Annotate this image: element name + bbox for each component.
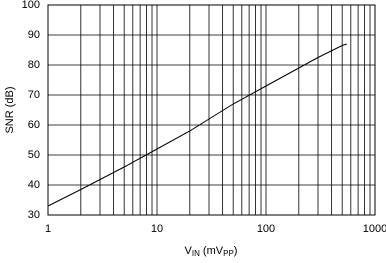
y-tick-label: 50	[28, 149, 40, 161]
y-tick-label: 90	[28, 29, 40, 41]
x-label-part: V	[185, 245, 193, 257]
y-tick-label: 80	[28, 59, 40, 71]
x-tick-label: 100	[257, 223, 275, 235]
x-tick-label: 10	[151, 223, 163, 235]
x-label-subscript: PP	[223, 249, 234, 258]
x-label-part: )	[234, 245, 238, 257]
y-tick-label: 30	[28, 209, 40, 221]
y-tick-label: 70	[28, 89, 40, 101]
y-axis-label: SNR (dB)	[4, 86, 16, 133]
x-axis-label: VIN (mVPP)	[185, 245, 238, 258]
plot-frame	[47, 4, 376, 216]
x-label-subscript: IN	[192, 249, 200, 258]
y-tick-label: 60	[28, 119, 40, 131]
x-tick-label: 1	[45, 223, 51, 235]
data-line	[47, 43, 347, 207]
x-tick-label: 1000	[363, 223, 386, 235]
y-tick-label: 100	[22, 0, 40, 11]
y-tick-label: 40	[28, 179, 40, 191]
x-label-part: (mV	[200, 245, 224, 257]
